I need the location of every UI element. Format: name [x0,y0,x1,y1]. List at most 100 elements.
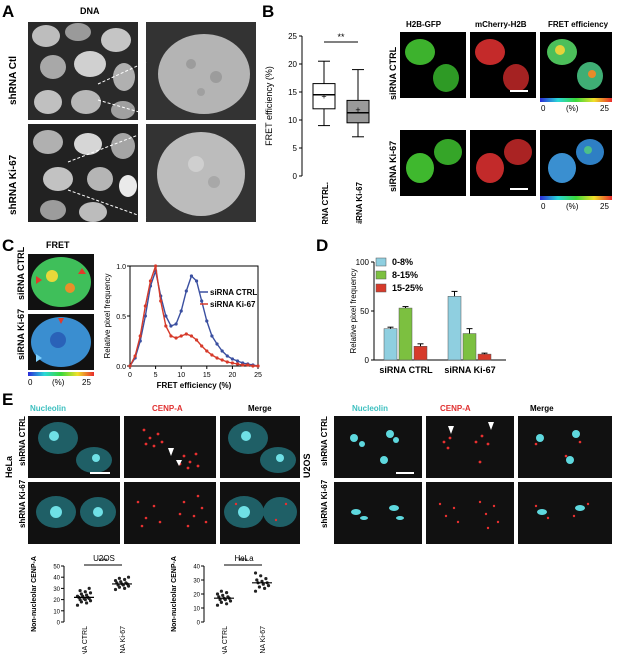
e-hela-data-point [264,577,268,581]
c-data-point [225,354,229,358]
c-data-point [128,364,132,368]
e-left-cell-line: HeLa [4,455,14,478]
c-x-tick-label: 15 [203,372,211,379]
b-scale-max-bottom: 25 [600,202,609,211]
fret-distribution-line-chart: 0 5 10 15 20 25 0.0 0.5 1.0 FRET efficiency (%) Re… [103,264,262,390]
e-hela-category-label: shRNA CTRL [222,626,229,654]
c-data-point [184,289,188,293]
c-data-point [179,309,183,313]
d-y-tick-label: 100 [356,258,370,267]
d-legend-swatch [375,283,387,293]
e-hela-cenpa-ctrl [124,416,216,478]
b-title-mcherry: mCherry-H2B [475,20,527,29]
c-data-point [184,332,188,336]
b-box [346,99,370,124]
e-hela-category-label: shRNA Ki-67 [260,626,267,654]
e-hela-data-point [266,584,271,588]
c-data-point [189,334,194,338]
e-u2os-significance-label: *** [98,557,107,566]
e-hela-data-point [228,599,233,603]
hela-nucleolin-ki67-graphic [36,496,116,528]
c-row-ctrl: siRNA CTRL [16,246,26,300]
b-mcherry-ki67 [470,130,536,196]
c-image-title: FRET [46,240,70,250]
b-gfp-ki67 [400,130,466,196]
c-data-point [200,299,204,303]
c-data-point [205,319,209,323]
e-u2os-y-tick-label: 40 [53,576,60,582]
e-u2os-data-point [79,592,83,596]
e-u2os-cenpa-ctrl [426,416,514,478]
b-y-tick-label: 10 [288,116,297,125]
b-row-ki67: siRNA Ki-67 [388,140,398,192]
e-u2os-data-point [75,603,80,607]
c-data-point [174,336,178,340]
e-u2os-data-point [126,575,131,579]
c-data-point [133,354,137,358]
b-scale-min-top: 0 [541,104,546,113]
e-hela-y-tick-label: 20 [193,593,200,599]
e-u2os-data-point [88,591,93,595]
b-y-tick-label: 15 [288,88,297,97]
c-legend-label: siRNA CTRL [210,288,257,297]
e-u2os-data-point [113,578,118,583]
c-scale-unit: (%) [52,378,65,387]
e-u2os-merge-ctrl [518,416,612,478]
ctrl-nuclei-graphic [32,23,135,119]
d-y-tick-label: 0 [365,356,370,365]
c-x-tick-label: 25 [254,372,262,379]
c-x-axis-label: FRET efficiency (%) [157,381,232,390]
e-u2os-data-point [85,601,89,605]
fret-ki67-graphic [548,139,604,183]
mcherry-ki67-graphic [476,139,532,190]
u2os-cenpa-ki67-graphic [438,500,500,530]
u2os-nucleolin-ctrl-graphic [350,430,414,474]
c-data-point [194,279,199,283]
e-u2os-nucleolin-ctrl [334,416,422,478]
e-hela-title: HeLa [234,554,254,563]
u2os-nucleolin-ki67-graphic [351,505,404,520]
e-hela-y-tick-label: 0 [197,621,201,627]
c-data-point [225,360,229,364]
b-y-tick-label: 25 [288,32,297,41]
c-fret-ki67 [28,314,94,370]
b-significance-label: ** [337,32,345,42]
c-data-point [164,324,168,328]
dna-image-ki67 [28,124,138,222]
e-hela-data-point [225,591,229,595]
c-y-tick-label: 0.0 [116,364,126,371]
b-box [312,83,336,110]
e-right-row-ctrl: shRNA CTRL [320,416,329,466]
e-u2os-data-point [87,586,91,590]
c-data-point [154,264,158,268]
c-data-point [159,299,163,303]
c-scale-max: 25 [82,378,91,387]
e-u2os-data-point [113,587,118,592]
e-u2os-data-point [123,577,127,582]
ki67-zoom-graphic [157,132,245,216]
c-colorbar [28,372,94,376]
e-hela-data-point [218,598,222,602]
panel-b-letter: B [262,2,275,21]
b-fret-ki67 [540,130,612,196]
panel-e-letter: E [2,390,14,409]
c-data-point [251,364,255,368]
c-data-point [230,357,234,361]
c-fret-ctrl-graphic [31,257,91,307]
e-right-title-nucleolin: Nucleolin [352,404,389,413]
e-left-title-nucleolin: Nucleolin [30,404,67,413]
e-hela-data-point [255,578,259,582]
c-data-point [148,279,153,283]
c-fret-ki67-graphic [31,317,91,367]
e-u2os-category-label: shRNA CTRL [82,626,89,654]
c-data-point [235,362,240,366]
e-left-title-cenpa: CENP-A [152,404,183,413]
c-data-point [179,334,183,338]
c-scale-min: 0 [28,378,33,387]
e-u2os-y-tick-label: 0 [57,621,61,627]
gfp-ki67-graphic [406,139,462,183]
c-y-tick-label: 0.5 [116,314,126,321]
c-data-point [235,359,240,363]
e-right-title-merge: Merge [530,404,554,413]
e-u2os-y-tick-label: 50 [53,565,60,571]
